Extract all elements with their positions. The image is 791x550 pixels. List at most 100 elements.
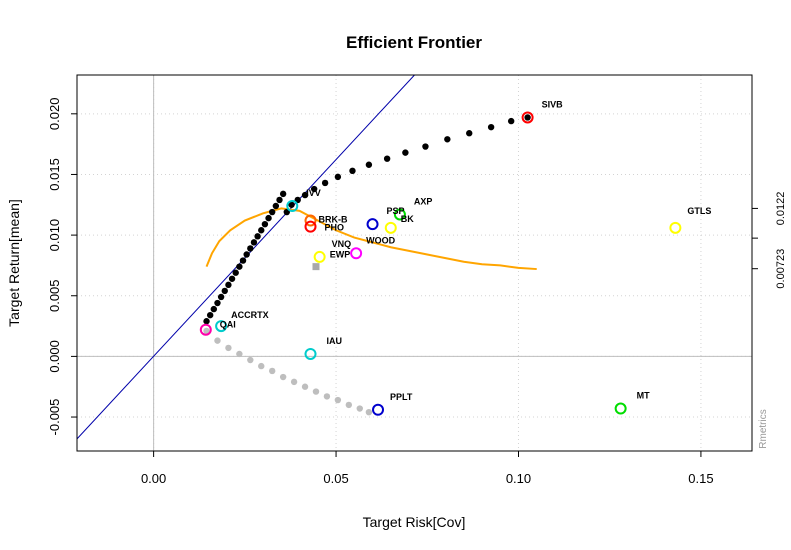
right-tick-label-2: 0.00723 [775, 249, 787, 289]
frontier-point-35 [466, 130, 473, 137]
frontier-point-5 [221, 287, 228, 295]
frontier-point-28 [334, 173, 342, 181]
y-axis-label: Target Return[mean] [6, 199, 22, 327]
asset-label-gtls: GTLS [687, 206, 711, 216]
frontier-point-29 [349, 167, 356, 175]
frontier-point-16 [261, 220, 269, 228]
asset-point-qai [199, 323, 212, 336]
min-variance-point-12 [334, 396, 342, 404]
frontier-point-14 [254, 233, 261, 240]
frontier-point-1 [206, 311, 214, 319]
frontier-point-11 [243, 251, 250, 258]
asset-point-brk-b [304, 214, 317, 227]
asset-point-psp [366, 218, 379, 231]
asset-point-wood [350, 247, 363, 260]
x-tick-label-1: 0.05 [323, 471, 348, 486]
frontier-point-34 [444, 136, 451, 143]
frontier-point-12 [247, 245, 254, 252]
frontier-point-18 [269, 208, 276, 216]
asset-point-axp [393, 208, 406, 221]
asset-label-brk-b: BRK-B [319, 215, 348, 225]
frontier-point-2 [210, 305, 218, 313]
asset-label-wood: WOOD [366, 235, 395, 245]
x-axis: 0.00 0.05 0.10 0.15 [141, 451, 714, 486]
asset-label-qai: QAI [220, 320, 236, 330]
frontier-point-33 [422, 143, 429, 150]
y-tick-label-0: -0.005 [47, 399, 62, 436]
equal-weights-point [312, 263, 320, 271]
asset-point-iau [304, 347, 317, 360]
asset-label-mt: MT [637, 391, 650, 401]
plot-frame [76, 74, 753, 452]
asset-point-ivv [286, 199, 299, 212]
asset-label-ewp: EWP [330, 250, 351, 260]
asset-label-accrtx: ACCRTX [231, 310, 269, 320]
frontier-point-31 [383, 155, 391, 162]
min-variance-point-3 [236, 350, 243, 358]
y-tick-label-5: 0.020 [47, 98, 62, 131]
x-tick-label-3: 0.15 [688, 471, 713, 486]
min-variance-point-6 [269, 367, 276, 375]
min-variance-point-14 [356, 405, 363, 412]
min-variance-point-11 [323, 393, 331, 400]
frontier-point-26 [310, 185, 318, 193]
asset-label-iau: IAU [327, 336, 343, 346]
x-tick-label-0: 0.00 [141, 471, 166, 486]
frontier-point-10 [239, 257, 247, 264]
min-variance-point-4 [247, 356, 254, 364]
min-variance-point-10 [312, 388, 320, 395]
y-axis: -0.005 0.000 0.005 0.010 0.015 0.020 [47, 98, 77, 436]
asset-point-sivb [521, 111, 534, 124]
frontier-point-25 [301, 191, 309, 199]
min-variance-point-5 [258, 362, 265, 370]
y-tick-label-2: 0.005 [47, 279, 62, 312]
right-tick-label-0: 0.0122 [775, 192, 787, 226]
asset-label-pho: PHO [325, 223, 345, 233]
rmetrics-credit: Rmetrics [758, 409, 769, 448]
frontier-point-38 [524, 114, 531, 121]
frontier-point-6 [225, 281, 232, 289]
frontier-point-27 [321, 179, 329, 187]
min-variance-point-0 [203, 327, 210, 335]
y-tick-label-3: 0.010 [47, 219, 62, 252]
asset-label-axp: AXP [414, 196, 433, 206]
sharpe-ratio-curve [205, 207, 537, 271]
frontier-point-37 [507, 117, 515, 125]
asset-point-bk [384, 221, 397, 234]
y-tick-label-1: 0.000 [47, 340, 62, 373]
asset-point-mt [614, 402, 627, 415]
asset-point-pplt [372, 403, 385, 416]
frontier-point-17 [265, 214, 272, 222]
x-tick-label-2: 0.10 [506, 471, 531, 486]
asset-label-psp: PSP [387, 206, 405, 216]
asset-point-gtls [669, 221, 682, 234]
frontier-point-19 [272, 202, 280, 210]
frontier-point-36 [487, 123, 495, 131]
asset-label-sivb: SIVB [542, 99, 564, 109]
frontier-point-21 [279, 190, 287, 198]
frontier-point-4 [217, 293, 225, 301]
asset-label-bk: BK [401, 214, 414, 224]
asset-point-vnq [313, 250, 326, 263]
frontier-point-13 [250, 239, 258, 246]
asset-point-pho [304, 220, 317, 233]
frontier-point-3 [214, 299, 221, 307]
asset-label-vnq: VNQ [332, 239, 352, 249]
min-variance-point-15 [365, 408, 373, 416]
frontier-point-7 [228, 275, 236, 282]
asset-label-ivv: IVV [306, 188, 321, 198]
frontier-point-9 [236, 263, 243, 270]
right-axis: 0.0122 0.00723 [752, 192, 787, 289]
frontier-point-0 [203, 318, 210, 325]
frontier-point-30 [365, 161, 373, 168]
min-variance-point-1 [214, 337, 221, 344]
frontier-point-23 [288, 201, 295, 208]
min-variance-point-7 [279, 373, 287, 381]
frontier-point-20 [276, 196, 283, 204]
frontier-point-32 [402, 149, 409, 156]
chart-title: Efficient Frontier [346, 33, 482, 52]
y-tick-label-4: 0.015 [47, 158, 62, 191]
